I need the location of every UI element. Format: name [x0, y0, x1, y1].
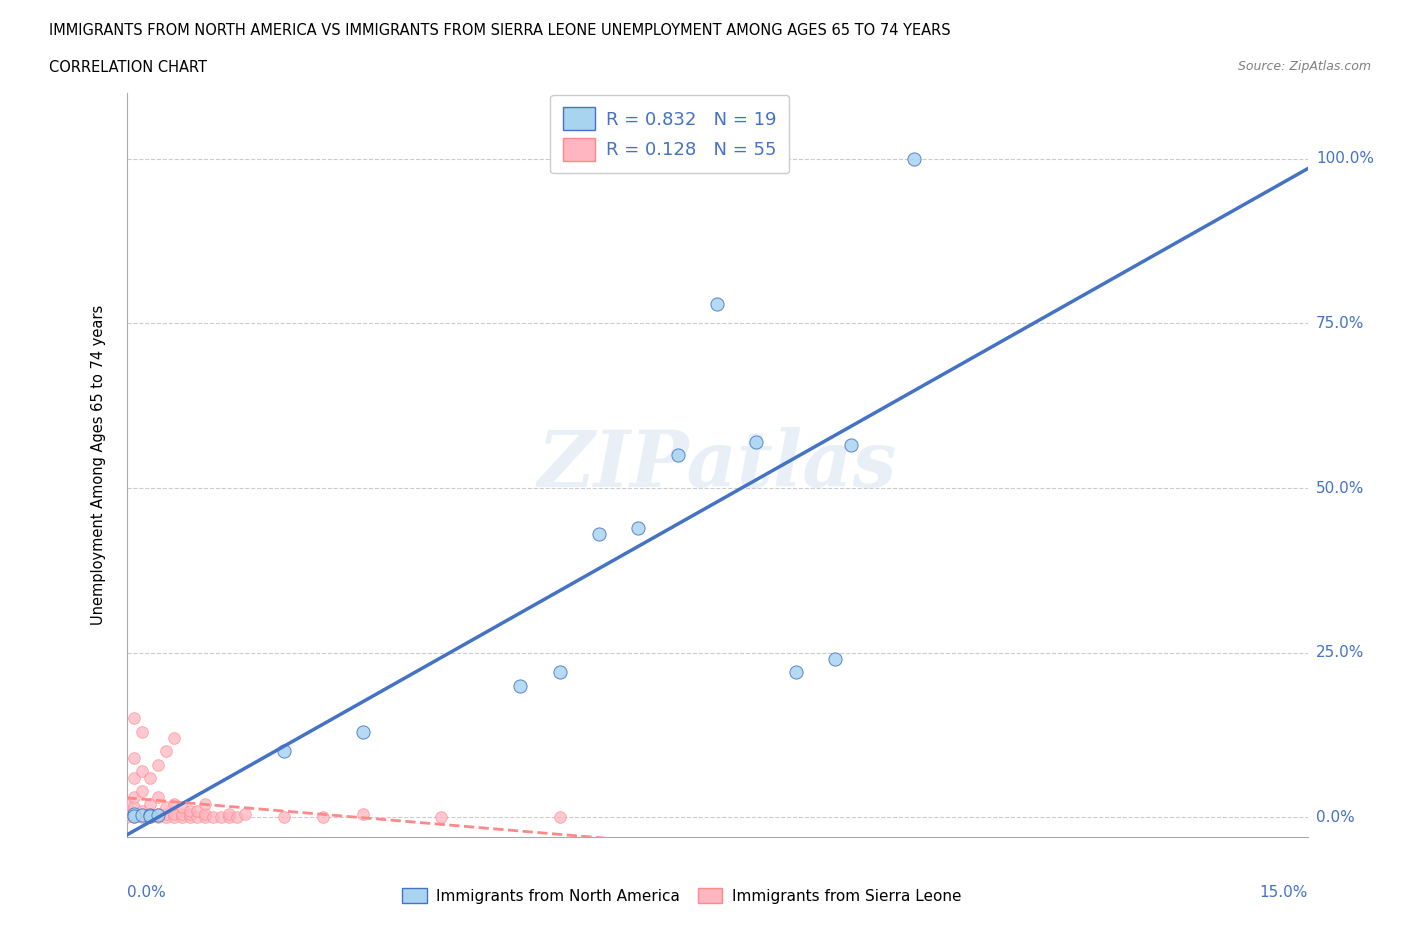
- Point: [124, 806, 146, 821]
- Point: [194, 810, 217, 825]
- Point: [588, 526, 610, 541]
- Point: [163, 731, 186, 746]
- Point: [124, 790, 146, 805]
- Point: [124, 800, 146, 815]
- Point: [115, 804, 138, 818]
- Point: [115, 797, 138, 812]
- Text: 50.0%: 50.0%: [1316, 481, 1364, 496]
- Point: [186, 804, 208, 818]
- Point: [146, 790, 169, 805]
- Point: [115, 806, 138, 821]
- Point: [548, 665, 571, 680]
- Text: 15.0%: 15.0%: [1260, 885, 1308, 900]
- Point: [627, 520, 650, 535]
- Y-axis label: Unemployment Among Ages 65 to 74 years: Unemployment Among Ages 65 to 74 years: [91, 305, 105, 625]
- Text: 100.0%: 100.0%: [1316, 152, 1374, 166]
- Point: [124, 751, 146, 765]
- Text: 25.0%: 25.0%: [1316, 645, 1364, 660]
- Point: [430, 810, 453, 825]
- Point: [124, 810, 146, 825]
- Point: [139, 808, 162, 823]
- Point: [131, 764, 153, 778]
- Point: [131, 724, 153, 739]
- Point: [124, 770, 146, 785]
- Text: 75.0%: 75.0%: [1316, 316, 1364, 331]
- Point: [352, 724, 374, 739]
- Point: [218, 810, 240, 825]
- Point: [170, 810, 193, 825]
- Point: [131, 810, 153, 825]
- Point: [179, 806, 201, 821]
- Point: [163, 806, 186, 821]
- Point: [202, 810, 225, 825]
- Point: [139, 806, 162, 821]
- Point: [131, 804, 153, 818]
- Text: 0.0%: 0.0%: [127, 885, 166, 900]
- Point: [548, 810, 571, 825]
- Point: [194, 797, 217, 812]
- Point: [131, 806, 153, 821]
- Point: [824, 652, 846, 667]
- Point: [170, 806, 193, 821]
- Point: [706, 297, 728, 312]
- Point: [146, 806, 169, 821]
- Point: [115, 810, 138, 825]
- Point: [186, 810, 208, 825]
- Point: [352, 806, 374, 821]
- Point: [155, 744, 177, 759]
- Point: [146, 808, 169, 823]
- Point: [131, 808, 153, 823]
- Text: Source: ZipAtlas.com: Source: ZipAtlas.com: [1237, 60, 1371, 73]
- Point: [233, 806, 256, 821]
- Text: CORRELATION CHART: CORRELATION CHART: [49, 60, 207, 75]
- Point: [312, 810, 335, 825]
- Point: [179, 804, 201, 818]
- Point: [839, 438, 862, 453]
- Point: [139, 810, 162, 825]
- Point: [146, 810, 169, 825]
- Text: ZIPatlas: ZIPatlas: [537, 427, 897, 503]
- Point: [209, 810, 232, 825]
- Point: [273, 810, 295, 825]
- Point: [225, 810, 247, 825]
- Point: [131, 783, 153, 798]
- Point: [666, 447, 689, 462]
- Point: [179, 810, 201, 825]
- Point: [139, 770, 162, 785]
- Point: [146, 757, 169, 772]
- Point: [124, 711, 146, 726]
- Point: [155, 810, 177, 825]
- Legend: Immigrants from North America, Immigrants from Sierra Leone: Immigrants from North America, Immigrant…: [395, 880, 969, 911]
- Text: 0.0%: 0.0%: [1316, 810, 1354, 825]
- Point: [903, 152, 925, 166]
- Point: [124, 806, 146, 821]
- Point: [785, 665, 807, 680]
- Point: [194, 806, 217, 821]
- Point: [139, 807, 162, 822]
- Point: [155, 800, 177, 815]
- Point: [218, 806, 240, 821]
- Point: [745, 434, 768, 449]
- Point: [124, 808, 146, 823]
- Point: [170, 800, 193, 815]
- Point: [163, 810, 186, 825]
- Point: [163, 797, 186, 812]
- Point: [155, 806, 177, 821]
- Text: IMMIGRANTS FROM NORTH AMERICA VS IMMIGRANTS FROM SIERRA LEONE UNEMPLOYMENT AMONG: IMMIGRANTS FROM NORTH AMERICA VS IMMIGRA…: [49, 23, 950, 38]
- Point: [139, 797, 162, 812]
- Point: [509, 678, 531, 693]
- Point: [273, 744, 295, 759]
